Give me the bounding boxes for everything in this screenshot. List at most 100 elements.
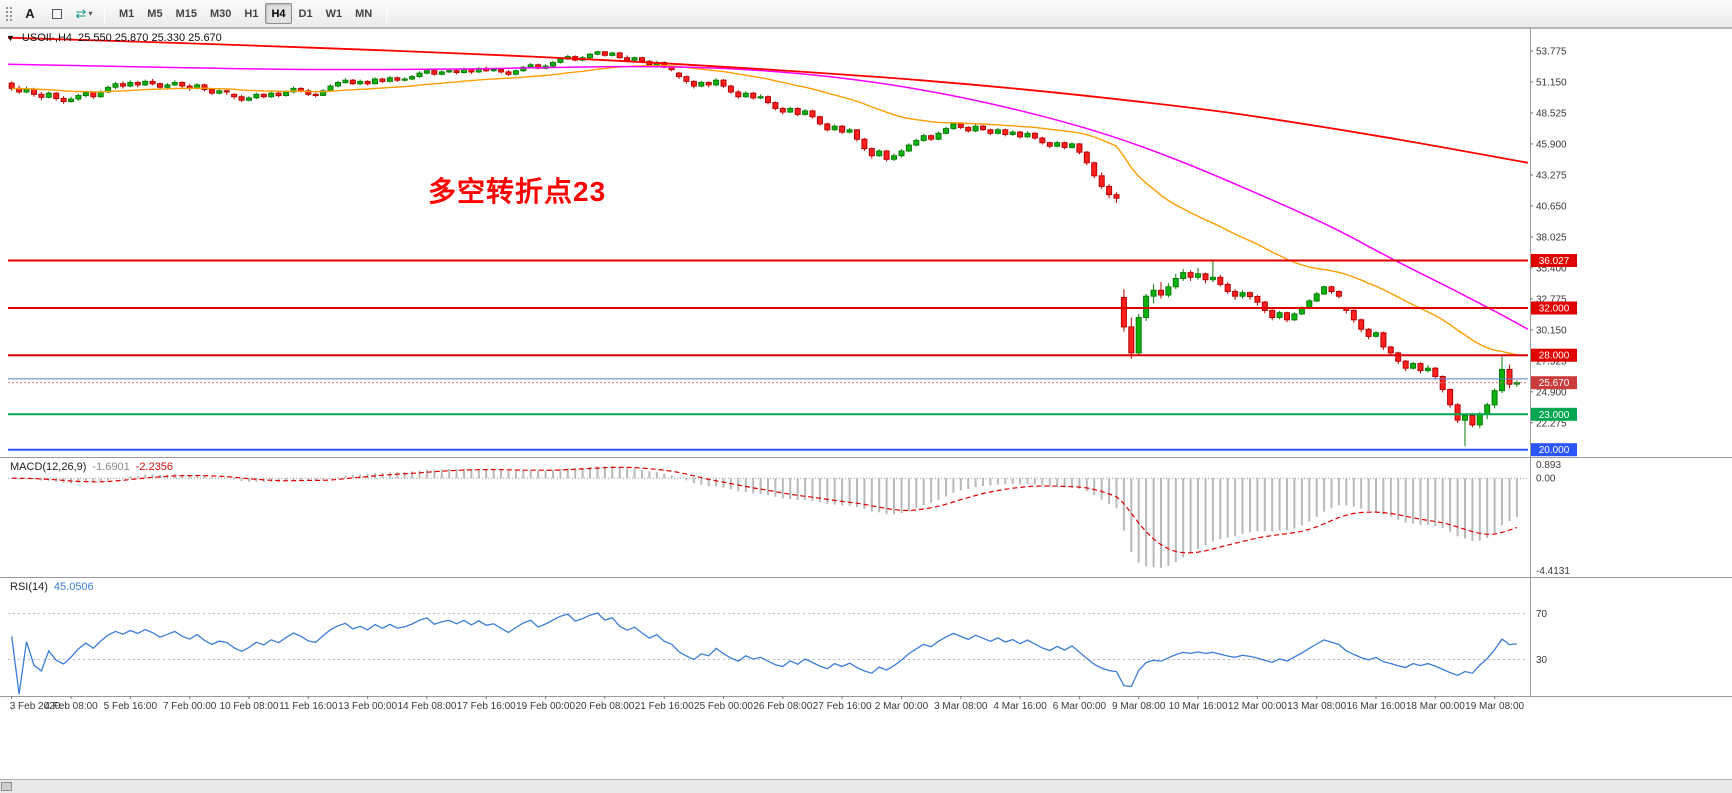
toolbar-drag-handle[interactable]	[4, 4, 12, 23]
square-shape-icon	[52, 8, 62, 19]
price-tag	[1531, 348, 1577, 362]
time-axis-label: 27 Feb 16:00	[813, 701, 872, 712]
timeframe-button-m30[interactable]: M30	[204, 3, 237, 24]
symbol-info: ▼ USOIl·,H4 25.550 25.870 25.330 25.670	[6, 32, 222, 44]
time-axis-label: 10 Mar 16:00	[1169, 701, 1228, 712]
axis-label: 35.400	[1536, 263, 1567, 274]
time-axis-label: 2 Mar 00:00	[875, 701, 929, 712]
axis-label: 23.000	[1539, 410, 1570, 421]
axis-label: 0.00	[1536, 474, 1556, 485]
time-axis-label: 11 Feb 16:00	[279, 701, 338, 712]
timeframe-button-m5[interactable]: M5	[141, 3, 168, 24]
rsi-line	[11, 612, 1517, 695]
ma-mid-line	[7, 63, 1529, 330]
time-axis-label: 13 Feb 00:00	[338, 701, 397, 712]
axis-label: 25.670	[1539, 378, 1570, 389]
timeframe-button-w1[interactable]: W1	[320, 3, 349, 24]
toolbar-separator	[386, 3, 388, 24]
toolbar: A ⇄ ▾ M1 M5 M15 M30 H1 H4 D1 W1 MN	[0, 0, 1732, 28]
axis-label: 43.275	[1536, 170, 1567, 181]
symbol-period-label: USOIl·,H4	[21, 32, 73, 44]
macd-label: MACD(12,26,9) -1.6901 -2.2356	[10, 461, 173, 473]
macd-signal-line	[11, 466, 1518, 554]
time-axis-label: 9 Mar 08:00	[1112, 701, 1166, 712]
axis-label: 36.027	[1539, 256, 1570, 267]
axis-label: 24.900	[1536, 387, 1567, 398]
time-axis-label: 19 Mar 08:00	[1465, 701, 1524, 712]
time-axis-label: 7 Feb 00:00	[163, 701, 217, 712]
price-tag	[1531, 301, 1577, 315]
one-click-trading-toggle[interactable]: ▼	[6, 33, 15, 43]
price-tag	[1531, 407, 1577, 421]
time-axis-label: 12 Mar 00:00	[1228, 701, 1287, 712]
rsi-name: RSI(14)	[10, 581, 48, 593]
axis-label: 70	[1536, 609, 1548, 620]
candles-layer	[8, 50, 1520, 447]
text-annotation-button[interactable]: A	[18, 3, 42, 25]
time-axis-label: 26 Feb 08:00	[753, 701, 812, 712]
timeframe-button-m15[interactable]: M15	[170, 3, 203, 24]
macd-histogram	[18, 466, 1518, 568]
timeframe-button-h1[interactable]: H1	[238, 3, 264, 24]
time-axis-label: 13 Mar 08:00	[1287, 701, 1346, 712]
time-axis-label: 5 Feb 16:00	[104, 701, 158, 712]
time-axis-label: 3 Mar 08:00	[934, 701, 988, 712]
rsi-value: 45.0506	[53, 581, 94, 593]
axis-label: 30	[1536, 655, 1548, 666]
ma-fast-line	[11, 64, 1518, 356]
price-tag	[1531, 254, 1577, 267]
time-axis-label: 4 Feb 08:00	[44, 701, 98, 712]
timeframe-button-mn[interactable]: MN	[349, 3, 378, 24]
time-axis-label: 19 Feb 00:00	[516, 701, 575, 712]
ma-slow-line	[7, 36, 1529, 164]
time-axis-label: 25 Feb 00:00	[694, 701, 753, 712]
axis-label: 20.000	[1539, 445, 1570, 456]
macd-name: MACD(12,26,9)	[10, 461, 87, 473]
axis-label: 0.893	[1536, 460, 1561, 471]
macd-signal-value: -2.2356	[135, 461, 174, 473]
horizontal-scrollbar[interactable]	[0, 779, 1732, 793]
price-axis[interactable]	[1530, 29, 1600, 696]
price-tag	[1531, 443, 1577, 457]
time-axis-label: 10 Feb 08:00	[220, 701, 279, 712]
timeframe-button-m1[interactable]: M1	[113, 3, 140, 24]
time-axis-label: 21 Feb 16:00	[635, 701, 694, 712]
chart-text-annotation: 多空转折点23	[428, 176, 607, 207]
rsi-label: RSI(14) 45.0506	[10, 581, 94, 593]
ohlc-values: 25.550 25.870 25.330 25.670	[78, 32, 222, 44]
time-axis-label: 20 Feb 08:00	[575, 701, 634, 712]
axis-label: 51.150	[1536, 77, 1567, 88]
shapes-button[interactable]	[45, 3, 69, 25]
toolbar-separator	[104, 3, 105, 24]
time-axis-label: 6 Mar 00:00	[1053, 701, 1107, 712]
axis-label: 32.000	[1539, 304, 1570, 315]
axis-label: 28.000	[1539, 351, 1570, 362]
axis-label: 32.775	[1536, 294, 1567, 305]
axis-label: 38.025	[1536, 232, 1567, 243]
timeframe-button-h4[interactable]: H4	[265, 3, 292, 24]
time-axis-label: 18 Mar 00:00	[1406, 701, 1465, 712]
time-axis-label: 17 Feb 16:00	[457, 701, 516, 712]
cycle-arrows-icon: ⇄	[75, 6, 87, 21]
axis-label: 27.525	[1536, 356, 1567, 367]
time-axis-label: 3 Feb 2020	[10, 701, 61, 712]
axis-label: 45.900	[1536, 139, 1567, 150]
time-axis-label: 16 Mar 16:00	[1347, 701, 1406, 712]
macd-main-value: -1.6901	[92, 461, 130, 473]
time-axis-label: 14 Feb 08:00	[397, 701, 456, 712]
time-axis[interactable]	[0, 696, 1732, 714]
axis-label: 40.650	[1536, 201, 1567, 212]
price-tag	[1531, 376, 1577, 390]
chevron-down-icon: ▾	[88, 8, 93, 18]
axis-label: 30.150	[1536, 325, 1567, 336]
axis-label: 48.525	[1536, 108, 1567, 119]
axis-label: 22.275	[1536, 418, 1567, 429]
time-axis-label: 4 Mar 16:00	[993, 701, 1047, 712]
cycle-tool-button[interactable]: ⇄ ▾	[72, 3, 96, 25]
scrollbar-thumb[interactable]	[1, 782, 12, 791]
timeframe-button-d1[interactable]: D1	[293, 3, 319, 24]
axis-label: 53.775	[1536, 47, 1567, 58]
axis-label: -4.4131	[1536, 566, 1570, 577]
